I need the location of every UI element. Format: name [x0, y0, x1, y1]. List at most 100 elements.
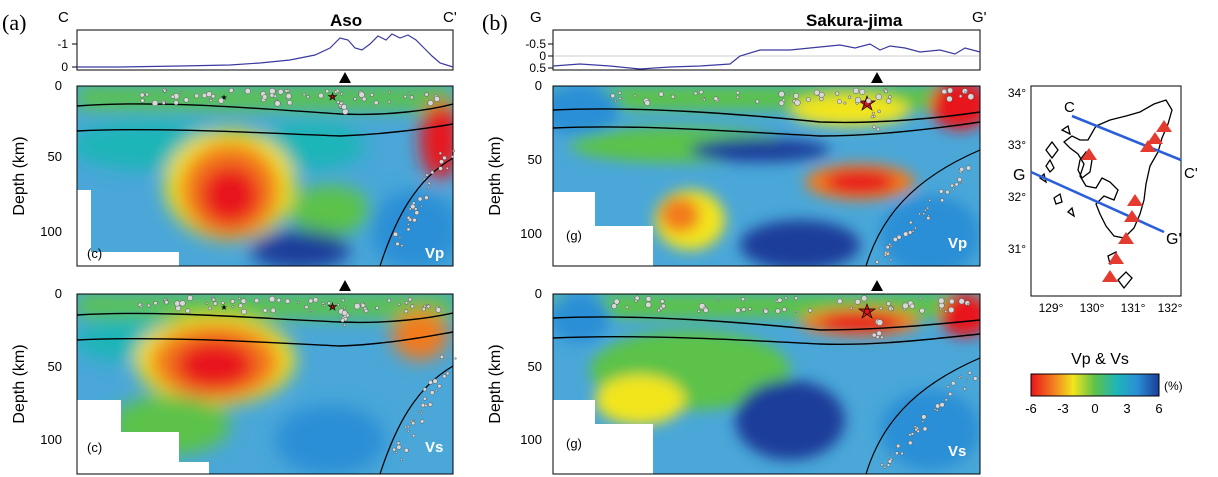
map-profile-line-c: [1071, 114, 1182, 162]
earthquake-dot: [427, 186, 430, 189]
earthquake-dot: [393, 231, 398, 237]
earthquake-dot: [268, 295, 276, 303]
earthquake-dot: [883, 465, 887, 469]
earthquake-dot: [849, 306, 853, 310]
earthquake-dot: [852, 87, 860, 94]
colorbar-tick-neg6: -6: [1025, 401, 1037, 416]
tomography-b-vs: (g) Vs: [552, 293, 981, 475]
earthquake-dot: [427, 181, 431, 185]
earthquake-dot: [445, 371, 450, 376]
volcano-b-marker-top: [871, 72, 883, 83]
earthquake-dot: [847, 95, 852, 99]
map-lat-32: 32°: [1008, 190, 1026, 204]
earthquake-dot: [306, 95, 310, 99]
earthquake-dot: [411, 421, 416, 426]
map-lon-131: 131°: [1121, 301, 1146, 315]
earthquake-dot: [434, 95, 440, 102]
earthquake-dot: [205, 302, 209, 305]
earthquake-dot: [784, 296, 788, 300]
earthquake-dot: [959, 166, 965, 172]
earthquake-dot: [240, 298, 247, 304]
earthquake-dot: [740, 297, 746, 302]
earthquake-dot: [327, 301, 331, 306]
earthquake-dot: [808, 308, 813, 313]
earthquake-dot: [775, 308, 781, 314]
map-volcano-markers: [1081, 120, 1172, 282]
section-b-vp-sublabel: (g): [566, 228, 582, 243]
earthquake-dot: [957, 177, 962, 182]
earthquake-dot: [959, 181, 962, 184]
map-profile-line-g: [1030, 170, 1165, 234]
earthquake-dot: [201, 92, 208, 99]
earthquake-dot: [735, 307, 741, 314]
earthquake-dot: [173, 100, 179, 106]
earthquake-dot: [952, 188, 955, 191]
earthquake-dot: [450, 155, 454, 159]
earthquake-dot: [959, 375, 963, 378]
earthquake-dot: [886, 301, 891, 307]
earthquake-dot: [885, 245, 890, 250]
earthquake-dot: [404, 425, 408, 429]
earthquake-dot: [269, 92, 275, 98]
earthquake-dot: [387, 91, 391, 94]
elevation-line-b: [552, 43, 981, 70]
earthquake-dot: [409, 95, 414, 100]
earthquake-dot: [837, 298, 843, 305]
earthquake-dot: [325, 89, 330, 94]
earthquake-dot: [428, 379, 433, 385]
earthquake-dot: [611, 303, 618, 310]
map-label-c: C: [1064, 99, 1075, 116]
section-a-vp-sublabel: (c): [87, 246, 102, 261]
earthquake-dot: [439, 354, 444, 359]
earthquake-dot: [438, 151, 442, 155]
earthquake-dot: [871, 332, 877, 338]
depth-b1-ylabel: Depth (km): [487, 136, 504, 215]
earthquake-dot: [854, 298, 861, 305]
earthquake-dot: [741, 307, 746, 312]
earthquake-dot: [872, 125, 877, 129]
volcano-b-name: Sakura-jima: [806, 11, 903, 30]
map-lat-34: 34°: [1008, 86, 1026, 100]
earthquake-dot: [211, 297, 216, 302]
earthquake-dot: [400, 244, 404, 248]
earthquake-dot: [336, 303, 340, 307]
tomography-b-vp: (g) Vp: [552, 85, 981, 267]
hypocenter-star-b-vs: [857, 302, 877, 319]
earthquake-dot: [424, 92, 429, 97]
profile-b-start-label: G: [530, 9, 542, 26]
earthquake-dot: [911, 230, 915, 233]
depth-b1-tick-100: 100: [520, 226, 542, 241]
map-lat-33: 33°: [1008, 138, 1026, 152]
earthquake-dot: [887, 251, 890, 254]
earthquake-dot: [442, 155, 447, 161]
elevation-profile-b: -0.5 0 0.5: [525, 29, 981, 75]
earthquake-dot: [209, 98, 213, 102]
earthquake-dot: [888, 453, 892, 456]
earthquake-dot: [231, 305, 235, 308]
earthquake-dot: [341, 104, 347, 110]
earthquake-dot: [163, 89, 167, 93]
earthquake-dot: [617, 91, 622, 95]
earthquake-dot: [404, 309, 409, 314]
earthquake-dot: [410, 204, 416, 210]
earthquake-dot: [285, 298, 291, 304]
earthquake-dot: [871, 111, 875, 115]
earthquake-dot: [254, 298, 260, 304]
earthquake-dot: [645, 296, 652, 302]
section-a-vs-sublabel: (c): [87, 440, 102, 455]
earthquake-dot: [414, 207, 418, 211]
earthquake-dot: [973, 376, 978, 381]
earthquake-dot: [928, 199, 932, 202]
earthquake-dot: [406, 215, 411, 220]
location-map: C C' G G' 34° 33° 32° 31° 129° 130° 131°…: [1008, 85, 1198, 315]
earthquake-dot: [424, 195, 429, 200]
colorbar-tick-neg3: -3: [1057, 401, 1069, 416]
earthquake-dot: [437, 383, 442, 389]
map-label-g: G: [1013, 167, 1025, 184]
earthquake-dot: [625, 305, 629, 309]
earthquake-dot: [755, 99, 760, 104]
earthquake-dot: [424, 403, 428, 408]
colorbar-tick-6: 6: [1155, 401, 1162, 416]
earthquake-dot: [949, 298, 955, 305]
